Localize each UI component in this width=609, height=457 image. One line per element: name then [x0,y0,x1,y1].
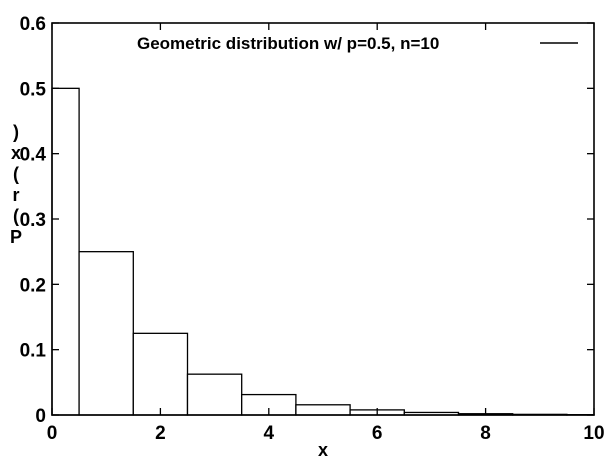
x-tick-label-3: 6 [372,423,383,444]
y-tick-label-2: 0.2 [20,275,46,296]
x-tick-label-5: 10 [583,423,604,444]
bar-x-5 [295,404,351,416]
x-tick-label-0: 0 [47,423,58,444]
plot-frame [51,22,595,416]
x-axis-label: x [318,440,328,457]
y-axis-label: ) x(r(P [10,122,22,247]
bar-x-3 [186,373,243,416]
chart-title: Geometric distribution w/ p=0.5, n=10 [137,34,439,53]
bar-x-2 [132,332,189,416]
bar-x-0 [51,87,80,416]
y-tick-label-5: 0.5 [20,79,47,100]
x-tick-label-1: 2 [155,423,166,444]
y-tick-label-0: 0 [35,406,46,427]
bars-group [51,87,595,416]
y-tick-label-3: 0.3 [20,210,46,231]
bar-x-1 [78,251,134,416]
tick-labels-group: 0 2 4 6 8 10 0 0.1 0.2 0.3 0.4 0.5 0.6 [20,14,605,444]
x-tick-label-4: 8 [480,423,491,444]
y-tick-label-1: 0.1 [20,341,47,362]
y-tick-label-6: 0.6 [20,14,46,35]
x-tick-label-2: 4 [264,423,275,444]
y-tick-label-4: 0.4 [20,145,47,166]
